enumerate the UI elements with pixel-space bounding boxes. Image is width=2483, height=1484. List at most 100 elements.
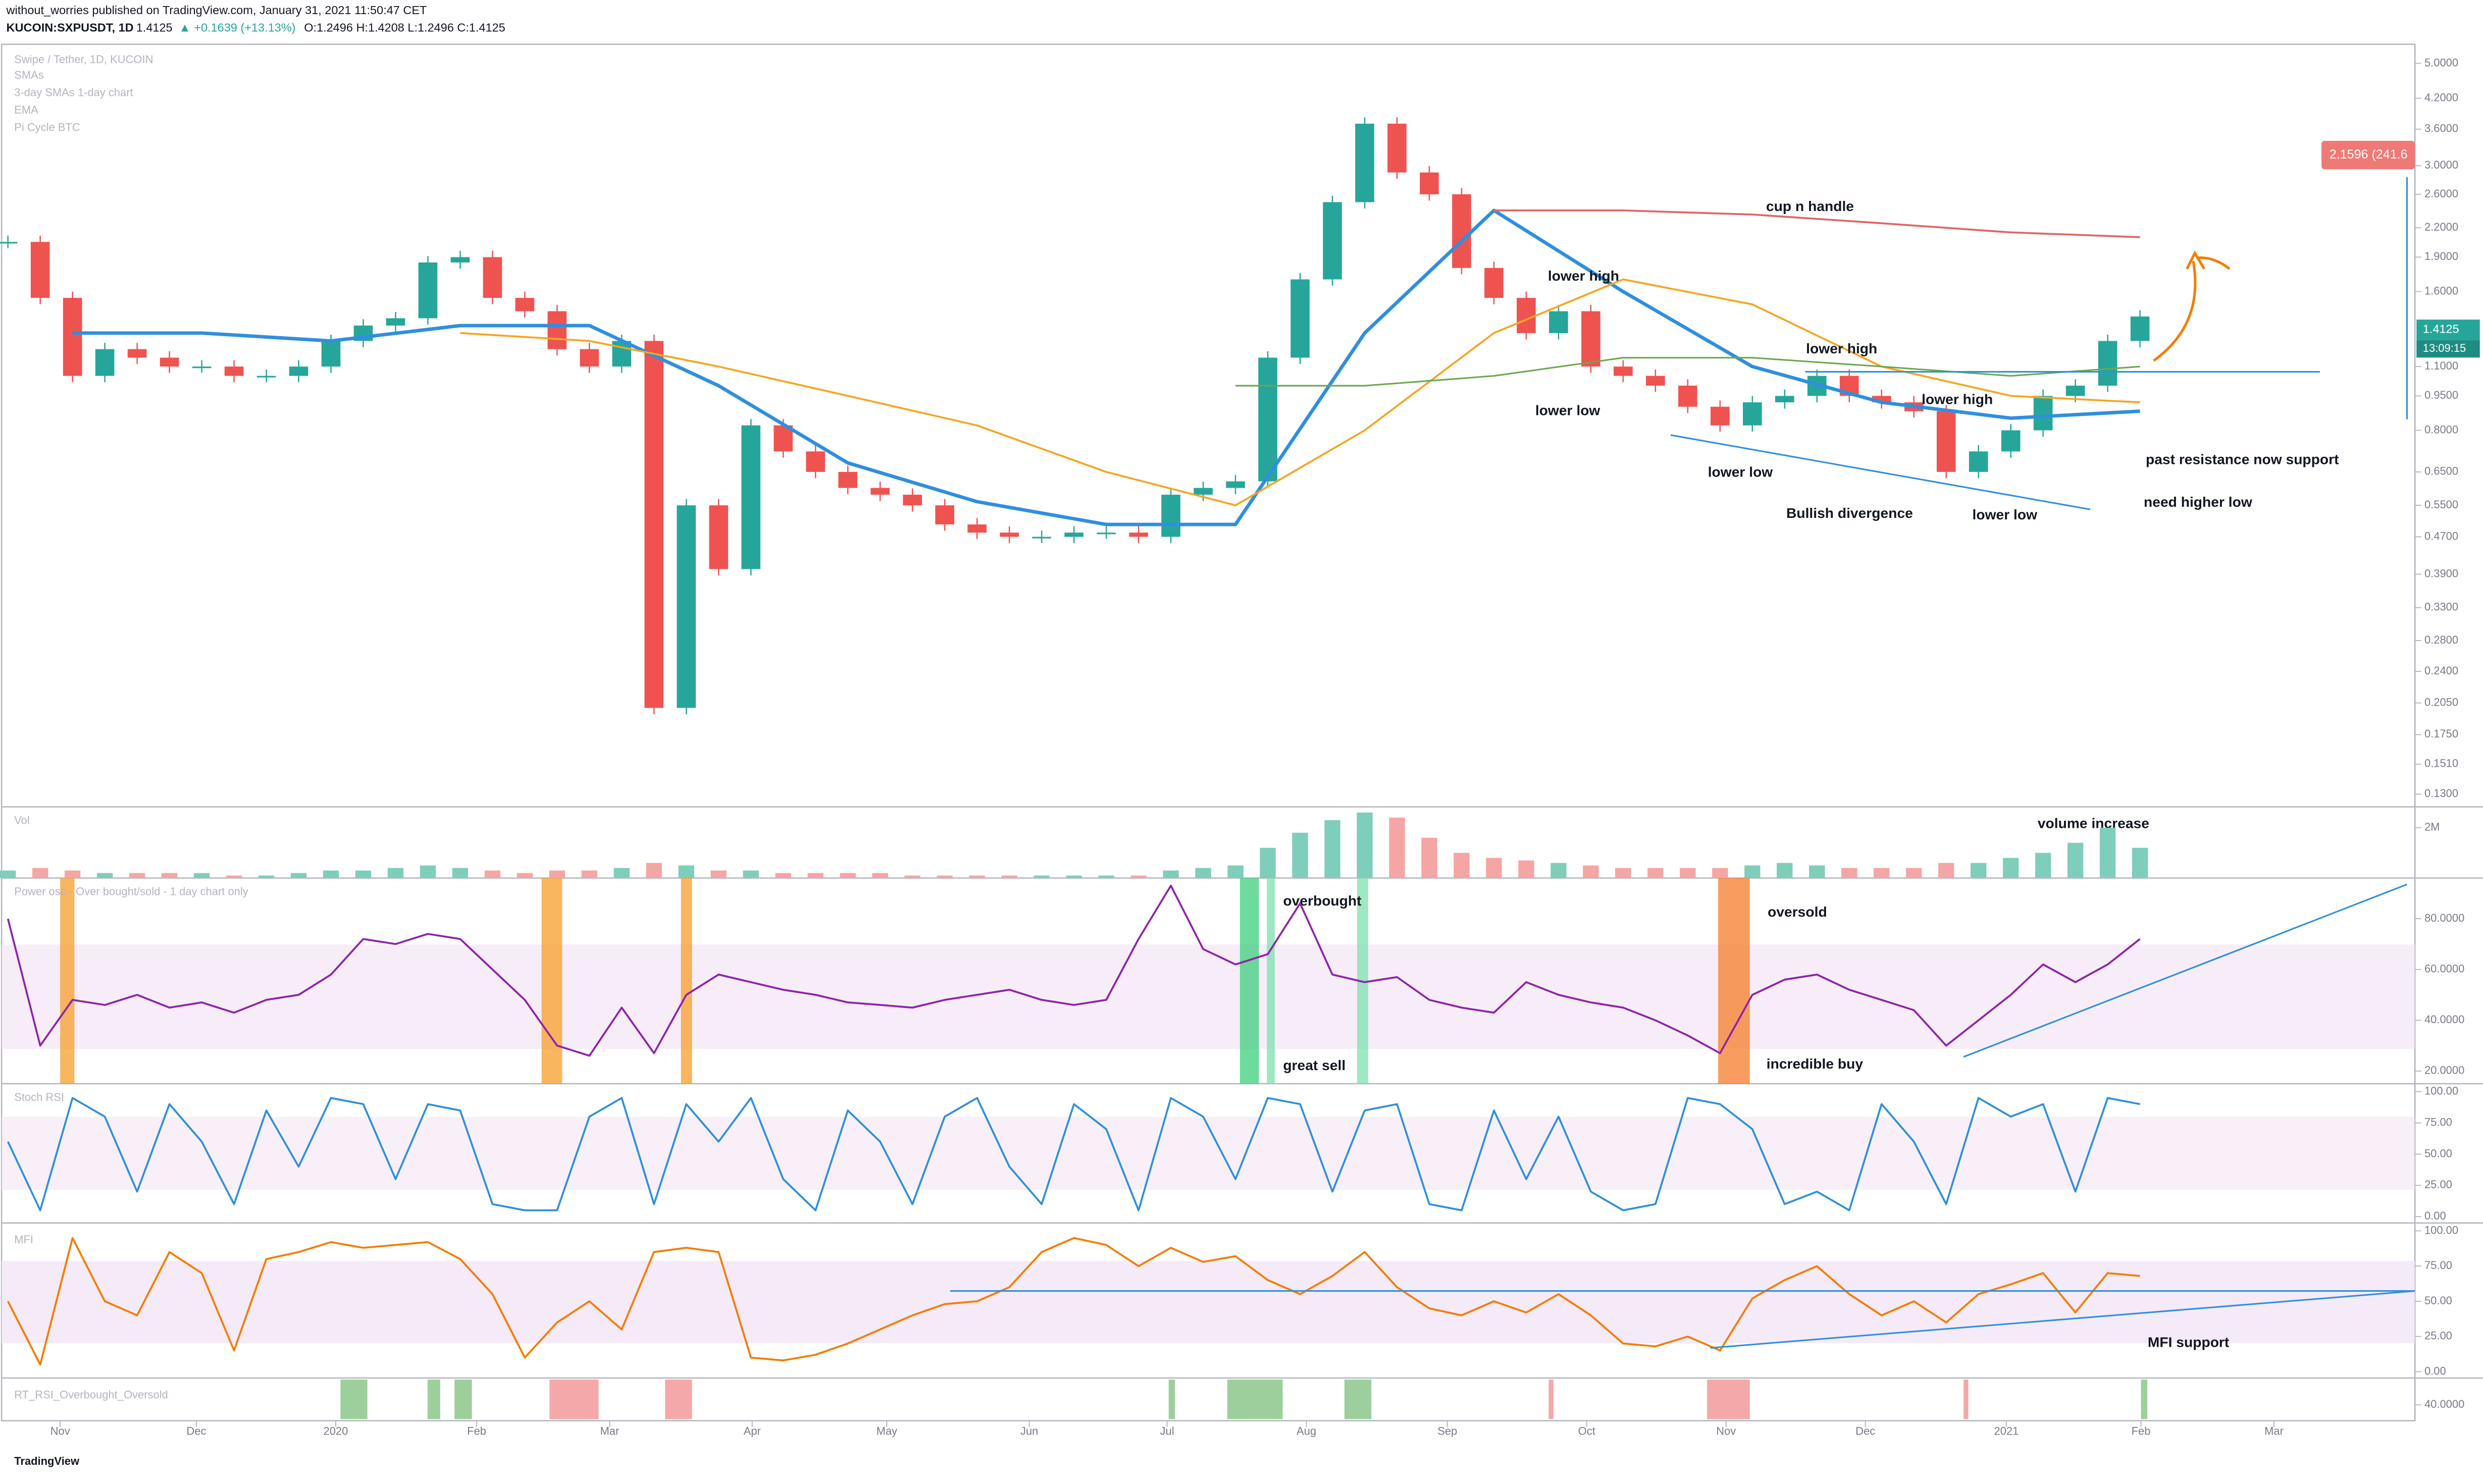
candle <box>515 298 535 311</box>
price: 1.4125 <box>136 21 173 34</box>
x-tick-label: Oct <box>1578 1424 1595 1437</box>
volume-bar <box>775 873 791 878</box>
x-tick-label: Nov <box>50 1424 70 1437</box>
volume-bar <box>678 865 695 878</box>
candle <box>160 357 179 367</box>
y-tick-label: 75.00 <box>2424 1116 2452 1128</box>
candle <box>806 451 825 472</box>
candle <box>450 257 470 262</box>
y-tick-label: 25.00 <box>2424 1178 2452 1191</box>
volume-bar <box>1874 868 1890 878</box>
volume-bar <box>1260 847 1276 878</box>
rt-title: RT_RSI_Overbought_Oversold <box>14 1388 168 1401</box>
candle <box>418 262 438 319</box>
candle <box>1581 311 1600 367</box>
volume-bar <box>2067 842 2084 878</box>
legend-entry: 3-day SMAs 1-day chart <box>14 86 133 99</box>
volume-bar <box>743 870 759 878</box>
y-tick-label: 60.0000 <box>2424 962 2464 975</box>
volume-bar <box>452 868 469 878</box>
y-tick-label: 0.3900 <box>2424 567 2458 579</box>
y-tick-label: 50.00 <box>2424 1147 2452 1159</box>
legend-entry: SMAs <box>14 69 44 81</box>
volume-bar <box>969 875 985 878</box>
candle <box>2098 341 2117 386</box>
y-tick-label: 0.1300 <box>2424 787 2458 800</box>
candle <box>0 242 18 244</box>
volume-bar <box>904 875 920 878</box>
candle <box>870 488 890 495</box>
last-price: 1.4125 <box>2423 323 2459 336</box>
y-tick-label: 1.1000 <box>2424 359 2458 372</box>
y-tick-label: 2.6000 <box>2424 187 2458 200</box>
volume-bar <box>1938 863 1954 878</box>
volume-bar <box>2099 827 2116 878</box>
candle <box>1097 533 1116 535</box>
volume-bar <box>420 865 436 878</box>
candle <box>1614 366 1633 376</box>
volume-bar <box>290 873 307 878</box>
volume-bar <box>1809 865 1825 878</box>
volume-bar <box>807 873 823 878</box>
volume-bar <box>323 870 339 878</box>
y-tick-label: 80.0000 <box>2424 912 2464 924</box>
stoch-title: Stoch RSI <box>14 1091 64 1103</box>
trend-lines <box>950 177 2415 1349</box>
volume-bar <box>1357 812 1373 878</box>
legend-entry: Pi Cycle BTC <box>14 121 80 134</box>
mfi-band <box>2 1261 2415 1344</box>
annotation: overbought <box>1283 892 1362 909</box>
volume-bar <box>1421 837 1437 878</box>
volume-bar <box>1777 863 1793 878</box>
symbol: KUCOIN:SXPUSDT, 1D <box>7 21 134 34</box>
candle <box>1194 488 1213 495</box>
volume-bar <box>872 873 888 878</box>
candle <box>1000 533 1019 537</box>
volume-bar <box>1163 870 1179 878</box>
legend-entry: EMA <box>14 103 38 116</box>
candle <box>547 311 567 349</box>
y-tick-label: 3.0000 <box>2424 158 2458 171</box>
volume-bar <box>1518 860 1534 878</box>
candle <box>1129 533 1148 537</box>
volume-bar <box>484 870 501 878</box>
y-tick-label: 0.00 <box>2424 1364 2446 1377</box>
y-tick-label: 1.6000 <box>2424 284 2458 297</box>
volume-bar <box>193 873 210 878</box>
candle <box>1711 406 1730 426</box>
y-tick-label: 0.3300 <box>2424 601 2458 613</box>
countdown: 13:09:15 <box>2423 342 2466 354</box>
osc-band <box>2 944 2415 1049</box>
volume-bar <box>64 870 81 878</box>
candle <box>1969 451 1988 472</box>
y-tick-label: 100.00 <box>2424 1224 2458 1236</box>
candle <box>1517 298 1536 333</box>
candle <box>95 349 115 376</box>
volume-bar <box>1454 853 1470 878</box>
candle <box>903 495 922 506</box>
candle <box>1323 202 1342 280</box>
candle <box>1258 357 1277 482</box>
candle <box>1387 124 1407 173</box>
candle <box>644 341 664 708</box>
candle <box>709 505 729 569</box>
y-tick-label: 0.1750 <box>2424 727 2458 740</box>
candle <box>192 366 212 368</box>
volume-bar <box>1324 820 1340 878</box>
candle <box>2033 396 2053 431</box>
y-tick-label: 0.1510 <box>2424 757 2458 770</box>
candle <box>1452 194 1471 268</box>
x-tick-label: Sep <box>1437 1424 1457 1437</box>
volume-bar <box>1971 863 1987 878</box>
y-tick-label: 100.00 <box>2424 1084 2458 1097</box>
x-tick-label: Jul <box>1160 1424 1174 1437</box>
volume-bar <box>1486 858 1502 878</box>
y-tick-label: 0.5500 <box>2424 498 2458 511</box>
moving-average <box>460 278 2140 506</box>
x-tick-label: 2021 <box>1994 1424 2019 1437</box>
volume-bar <box>549 870 565 878</box>
ohlc: O:1.2496 H:1.4208 L:1.2496 C:1.4125 <box>304 21 505 34</box>
y-tick-label: 0.6500 <box>2424 465 2458 478</box>
volume-bar <box>1615 868 1631 878</box>
